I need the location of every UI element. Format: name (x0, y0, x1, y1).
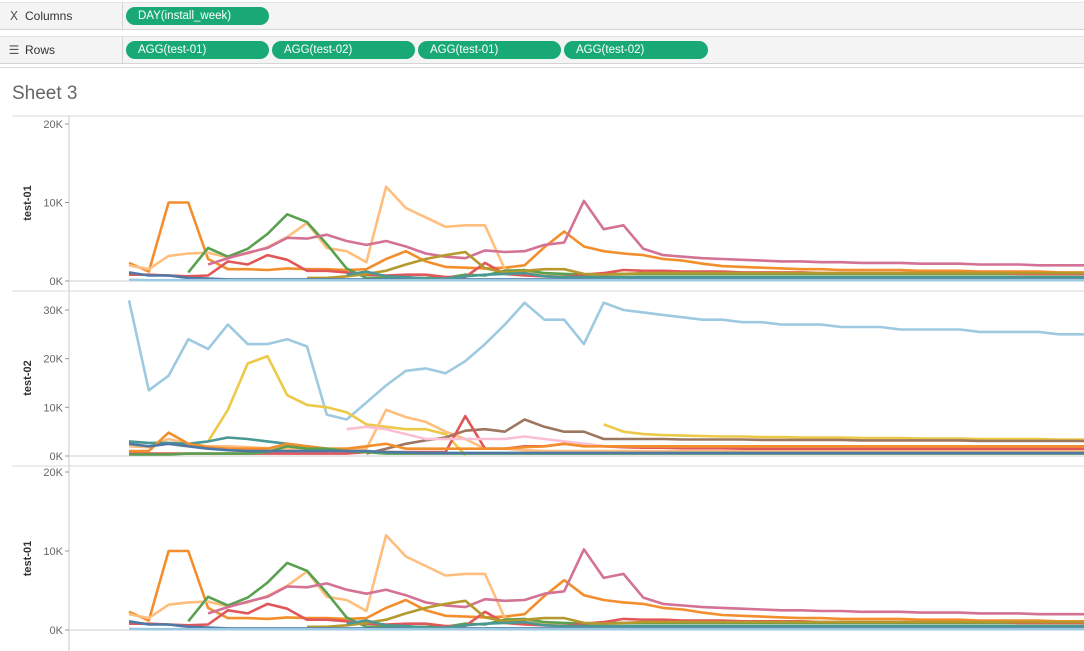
y-tick-label: 0K (50, 276, 64, 288)
series-line-6 (307, 599, 1084, 629)
row-pill-test-01-b[interactable]: AGG(test-01) (418, 41, 561, 59)
y-tick-label: 20K (43, 354, 63, 366)
pane-1: 0K 10K 20K test-01 (12, 115, 1084, 288)
column-pill-install-week[interactable]: DAY(install_week) (126, 7, 269, 25)
y-tick-label: 10K (43, 198, 63, 210)
series-line-6 (307, 250, 1084, 280)
y-tick-label: 20K (43, 467, 63, 479)
columns-shelf: Ⅹ Columns DAY(install_week) (0, 2, 1084, 30)
series-line-1 (127, 300, 1084, 421)
y-tick-label: 30K (43, 305, 63, 317)
row-pill-test-02-a[interactable]: AGG(test-02) (272, 41, 415, 59)
y-tick-label: 10K (43, 402, 63, 414)
pane-2: 0K 10K 20K 30K test-02 (12, 290, 1084, 463)
series-line-4 (207, 548, 1084, 616)
series-line-1 (128, 201, 1084, 274)
sheet-title: Sheet 3 (12, 83, 78, 104)
y-tick-label: 0K (50, 451, 64, 463)
rows-label-text: Rows (25, 43, 56, 57)
y-axis-title: test-01 (22, 541, 34, 576)
series-line-8 (346, 270, 1084, 280)
y-tick-label: 0K (50, 625, 64, 637)
rows-icon: ☰ (8, 43, 20, 57)
series-line-8 (129, 431, 1084, 453)
series-line-8 (346, 619, 1084, 629)
columns-label-text: Columns (25, 9, 73, 23)
y-axis-title: test-01 (22, 185, 34, 220)
row-pill-test-01-a[interactable]: AGG(test-01) (126, 41, 269, 59)
series-line-3 (128, 408, 1084, 453)
series-line-10 (128, 442, 1084, 455)
rows-shelf: ☰ Rows AGG(test-01) AGG(test-02) AGG(test… (0, 36, 1084, 64)
y-tick-label: 10K (43, 546, 63, 558)
y-tick-label: 20K (43, 119, 63, 131)
series-line-2 (206, 354, 1084, 456)
series-line-4 (207, 199, 1084, 267)
y-axis-title: test-02 (22, 360, 34, 395)
columns-shelf-label: Ⅹ Columns (0, 3, 123, 29)
pane-3: 0K 10K 20K test-01 (12, 465, 1084, 637)
rows-shelf-label: ☰ Rows (0, 37, 123, 63)
view-top-border (0, 67, 1084, 68)
row-pill-test-02-b[interactable]: AGG(test-02) (564, 41, 708, 59)
columns-icon: Ⅹ (9, 9, 19, 23)
series-line-1 (128, 549, 1084, 623)
series-line-4 (366, 418, 1084, 455)
